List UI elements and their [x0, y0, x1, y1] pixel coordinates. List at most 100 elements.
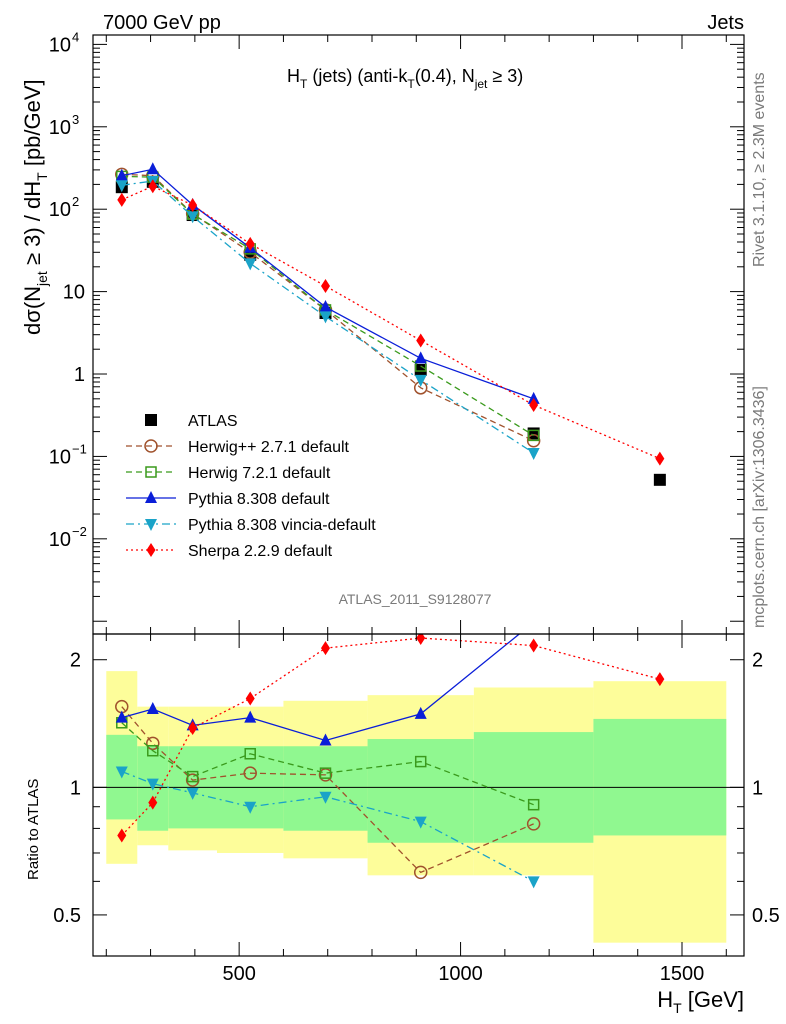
point-herwig-7-2-1-default-6 [527, 429, 540, 442]
main-ytick-label: 10 [49, 117, 71, 139]
ratio-frame [92, 633, 745, 957]
main-ytick-label: 10 [49, 199, 71, 221]
legend-item-sherpa-2-2-9-default: Sherpa 2.2.9 default [126, 543, 333, 560]
xlabel: HT [GeV] [657, 987, 744, 1016]
ratio-point-herwig-7-2-1-default-2 [186, 770, 199, 783]
ratio-point-pythia-8-308-vincia-default-4 [319, 791, 332, 804]
point-sherpa-2-2-9-default-4 [321, 278, 330, 293]
series-sherpa-2-2-9-default [117, 179, 665, 466]
point-sherpa-2-2-9-default-2 [188, 198, 198, 213]
ratio-ytick-label-right: 2 [752, 650, 763, 672]
ratio-point-sherpa-2-2-9-default-5 [416, 634, 426, 646]
xtick-label: 500 [222, 963, 255, 985]
legend-label: ATLAS [188, 413, 238, 430]
main-ytick-label: 10 [49, 34, 71, 56]
ratio-point-sherpa-2-2-9-default-1 [148, 795, 158, 810]
band-inner-4 [283, 746, 368, 831]
mcplots-label: mcplots.cern.ch [arXiv:1306.3436] [751, 386, 768, 628]
main-ytick-label: 10 [63, 282, 85, 304]
ratio-point-pythia-8-308-default-4 [319, 733, 332, 746]
point-pythia-8-308-vincia-default-0 [115, 180, 128, 193]
main-ytick-exp: −2 [72, 524, 87, 539]
ratio-point-sherpa-2-2-9-default-0 [117, 828, 127, 843]
ratio-point-pythia-8-308-default-3 [244, 710, 257, 723]
main-ytick-label: 10 [49, 446, 71, 468]
legend-item-herwig-7-2-1-default: Herwig 7.2.1 default [126, 465, 331, 482]
point-pythia-8-308-vincia-default-6 [527, 448, 540, 461]
point-sherpa-2-2-9-default-3 [245, 236, 255, 251]
point-pythia-8-308-vincia-default-5 [414, 374, 427, 387]
ratio-series-pythia-8-308-default [115, 634, 521, 746]
ratio-line-herwig-2-7-1-default [121, 706, 534, 874]
xtick-label: 1500 [660, 963, 705, 985]
point-pythia-8-308-vincia-default-3 [244, 258, 257, 271]
main-ytick-exp: 4 [72, 29, 79, 44]
band-inner-7 [593, 718, 727, 836]
point-sherpa-2-2-9-default-5 [416, 333, 426, 348]
ratio-point-herwig-7-2-1-default-6 [527, 798, 540, 811]
point-atlas-5 [414, 363, 427, 376]
plot-title: HT (jets) (anti-kT(0.4), Njet ≥ 3) [287, 66, 523, 91]
legend-label: Herwig++ 2.7.1 default [188, 439, 350, 456]
ratio-plot-area [115, 634, 665, 889]
point-atlas-6 [527, 427, 540, 440]
ratio-point-herwig-7-2-1-default-1 [147, 744, 159, 757]
ratio-ytick-label: 0.5 [53, 905, 81, 927]
ratio-point-herwig-2-7-1-default-2 [185, 773, 200, 787]
ratio-series-sherpa-2-2-9-default [117, 634, 665, 843]
legend-marker [145, 519, 157, 531]
main-ytick-exp: 2 [72, 194, 79, 209]
main-ytick-label: 1 [74, 364, 85, 386]
legend-label: Pythia 8.308 default [188, 491, 330, 508]
point-sherpa-2-2-9-default-1 [148, 179, 158, 194]
ratio-point-herwig-2-7-1-default-3 [243, 766, 257, 780]
ratio-point-pythia-8-308-default-5 [414, 706, 427, 719]
ratio-point-pythia-8-308-vincia-default-2 [186, 787, 199, 800]
point-pythia-8-308-vincia-default-2 [186, 211, 199, 224]
analysis-id: ATLAS_2011_S9128077 [339, 591, 492, 607]
ratio-point-sherpa-2-2-9-default-7 [655, 672, 665, 687]
ratio-point-pythia-8-308-default-1 [146, 702, 159, 715]
ratio-ytick-label-right: 0.5 [752, 905, 780, 927]
ratio-point-pythia-8-308-vincia-default-5 [414, 816, 427, 829]
ratio-point-pythia-8-308-default-0 [115, 710, 128, 723]
legend-marker [145, 466, 157, 478]
main-ylabel: dσ(Njet ≥ 3) / dHT [pb/GeV] [20, 79, 50, 335]
ratio-point-herwig-7-2-1-default-5 [414, 755, 427, 768]
line-sherpa-2-2-9-default [121, 185, 661, 460]
legend-label: Pythia 8.308 vincia-default [188, 517, 376, 534]
legend-label: Sherpa 2.2.9 default [188, 543, 333, 560]
ratio-point-herwig-2-7-1-default-1 [146, 736, 160, 751]
legend-label: Herwig 7.2.1 default [188, 465, 331, 482]
legend-marker [145, 414, 157, 426]
header-right: Jets [707, 12, 744, 34]
legend-marker [146, 543, 156, 557]
main-ytick-label: 10 [49, 529, 71, 551]
xtick-label: 1000 [438, 963, 483, 985]
ratio-point-herwig-2-7-1-default-5 [413, 865, 428, 880]
ratio-point-herwig-7-2-1-default-3 [244, 748, 256, 760]
legend-item-atlas: ATLAS [145, 413, 238, 430]
point-sherpa-2-2-9-default-0 [117, 192, 127, 207]
ratio-point-sherpa-2-2-9-default-2 [188, 721, 198, 736]
point-pythia-8-308-default-6 [527, 391, 540, 404]
ratio-ylabel: Ratio to ATLAS [25, 779, 42, 880]
point-pythia-8-308-default-5 [414, 351, 427, 364]
ratio-point-pythia-8-308-vincia-default-0 [115, 766, 128, 779]
ratio-point-pythia-8-308-vincia-default-1 [146, 778, 159, 791]
main-ytick-exp: 3 [72, 112, 79, 127]
main-ytick-exp: −1 [72, 441, 87, 456]
ratio-point-sherpa-2-2-9-default-4 [321, 641, 330, 656]
ratio-ytick-label: 1 [70, 777, 81, 799]
legend-item-pythia-8-308-vincia-default: Pythia 8.308 vincia-default [126, 517, 376, 534]
point-pythia-8-308-vincia-default-4 [319, 311, 332, 324]
ratio-ytick-label-right: 1 [752, 777, 763, 799]
point-pythia-8-308-default-0 [115, 168, 128, 181]
ratio-line-herwig-7-2-1-default [121, 722, 534, 806]
point-atlas-7 [653, 473, 666, 486]
point-pythia-8-308-default-1 [146, 162, 159, 175]
point-sherpa-2-2-9-default-6 [529, 398, 539, 413]
ratio-line-sherpa-2-2-9-default [121, 637, 661, 836]
legend-item-herwig-2-7-1-default: Herwig++ 2.7.1 default [126, 439, 350, 456]
